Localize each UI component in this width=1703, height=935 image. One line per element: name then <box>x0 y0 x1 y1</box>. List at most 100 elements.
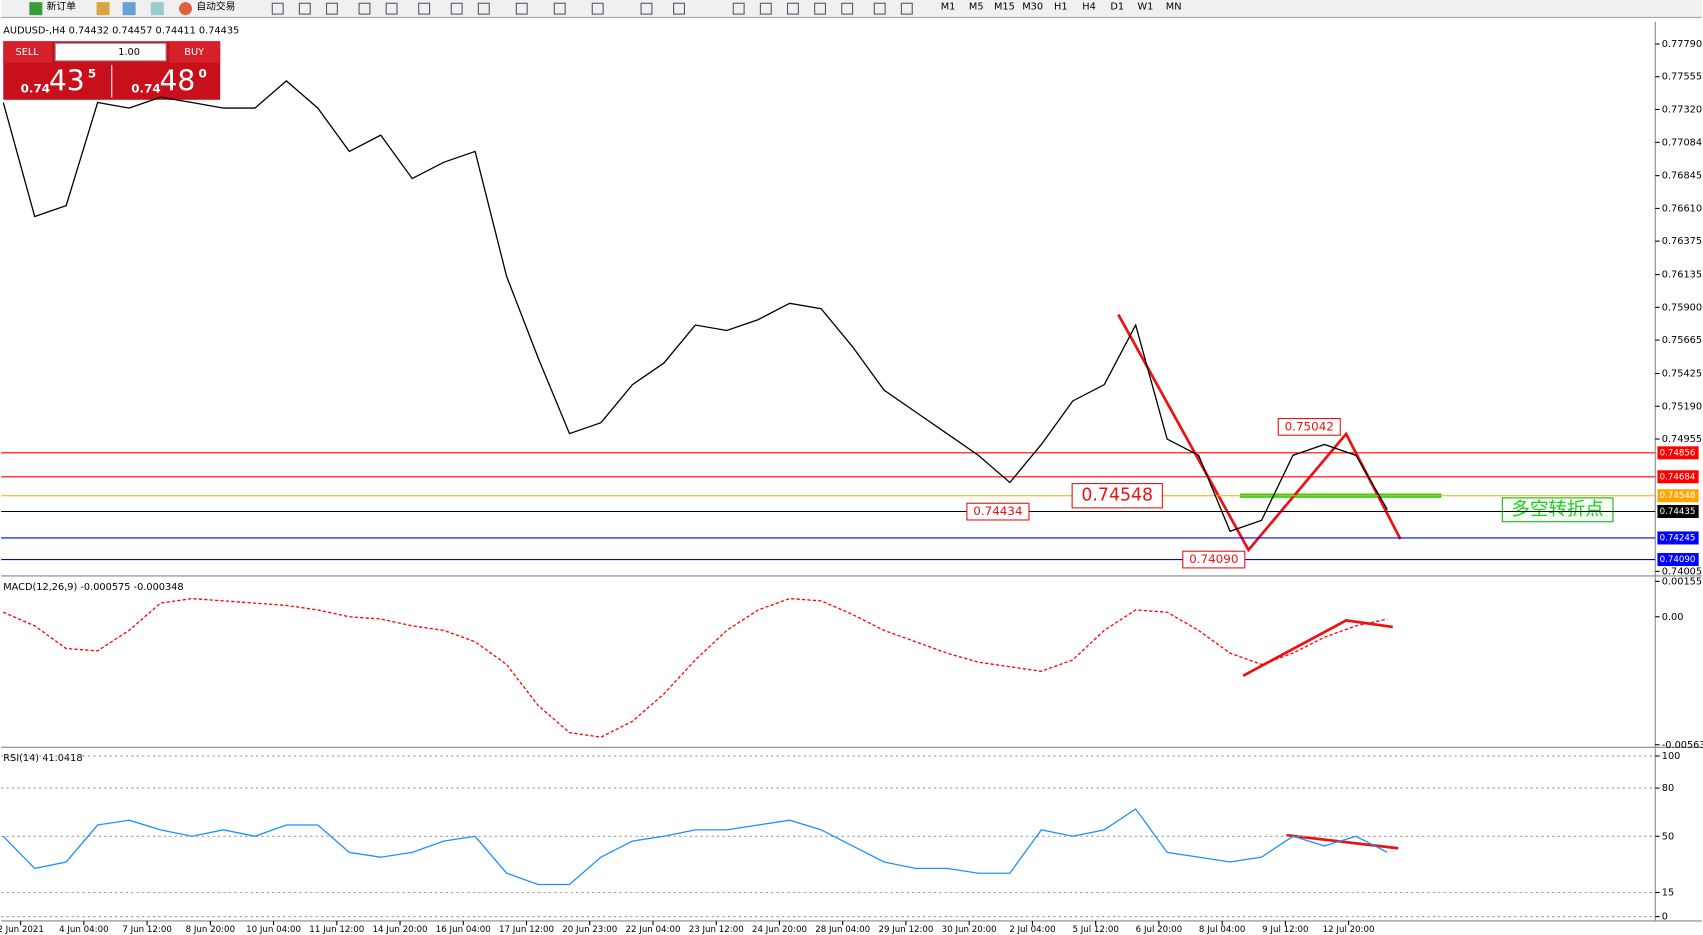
price-level-label: 0.74684 <box>1660 472 1696 482</box>
timeframe-button[interactable]: M15 <box>994 2 1015 13</box>
x-tick-label: 7 Jun 12:00 <box>122 925 171 935</box>
sell-button[interactable] <box>3 41 53 63</box>
tool-icon[interactable] <box>591 2 604 15</box>
x-tick-label: 11 Jun 12:00 <box>309 925 364 935</box>
timeframe-button[interactable]: D1 <box>1110 2 1124 13</box>
x-tick-label: 5 Jul 12:00 <box>1072 925 1118 935</box>
y-tick-label: 100 <box>1662 751 1681 762</box>
buy-price-point[interactable]: 0 <box>199 66 207 80</box>
annotation-label: 0.75042 <box>1285 419 1334 433</box>
y-tick-label: 0.76135 <box>1662 270 1702 281</box>
auto-trading[interactable]: 自动交易 <box>196 0 235 13</box>
price-level-box <box>1657 489 1699 503</box>
tool-icon[interactable] <box>873 2 886 15</box>
x-tick-label: 22 Jun 04:00 <box>626 925 681 935</box>
timeframe-button[interactable]: M30 <box>1022 2 1043 13</box>
x-tick-label: 17 Jun 12:00 <box>499 925 554 935</box>
lots-input[interactable] <box>54 42 167 62</box>
x-tick-label: 10 Jun 04:00 <box>246 925 301 935</box>
timeframe-button[interactable]: MN <box>1166 2 1182 13</box>
tool-icon[interactable] <box>553 2 566 15</box>
trade-panel: SELL 1.00 BUY 0.74 43 5 0.74 48 0 <box>3 41 221 100</box>
price-level-box <box>1657 470 1699 484</box>
lots-value[interactable]: 1.00 <box>118 47 140 58</box>
drawing-tools <box>271 2 913 15</box>
x-tick-label: 2 Jul 04:00 <box>1009 925 1055 935</box>
tool-icon[interactable] <box>673 2 686 15</box>
x-tick-label: 4 Jun 04:00 <box>59 925 108 935</box>
tool-icon[interactable] <box>759 2 772 15</box>
price-level-label: 0.74090 <box>1660 555 1696 565</box>
y-tick-label: 0.76610 <box>1662 203 1702 214</box>
y-tick-label: 0 <box>1662 912 1668 923</box>
sell-price-point[interactable]: 5 <box>88 66 96 80</box>
tool-icon[interactable] <box>477 2 490 15</box>
price-level-label: 0.74548 <box>1660 491 1696 501</box>
y-tick-label: 80 <box>1662 783 1674 794</box>
timeframe-button[interactable]: H4 <box>1082 2 1096 13</box>
x-tick-label: 8 Jul 04:00 <box>1199 925 1245 935</box>
tool-icon[interactable] <box>640 2 653 15</box>
price-level-label: 0.74856 <box>1660 448 1696 458</box>
y-tick-label: 0.77084 <box>1662 137 1702 148</box>
y-tick-label: 0.74005 <box>1662 566 1702 577</box>
price-level-box <box>1657 446 1699 460</box>
timeframe-button[interactable]: H1 <box>1054 2 1068 13</box>
new-order-icon[interactable] <box>29 2 43 16</box>
buy-price-prefix[interactable]: 0.74 <box>131 81 160 95</box>
buy-label[interactable]: BUY <box>184 47 204 58</box>
y-tick-label: -0.005634 <box>1662 740 1703 751</box>
sell-price-pips[interactable]: 43 <box>49 64 85 97</box>
note-box <box>1501 497 1614 523</box>
x-tick-label: 16 Jun 04:00 <box>436 925 491 935</box>
tool-icon[interactable] <box>450 2 463 15</box>
y-tick-label: 0.77555 <box>1662 72 1702 83</box>
buy-price-pips[interactable]: 48 <box>159 64 195 97</box>
y-tick-label: 0.00 <box>1662 612 1684 623</box>
y-tick-label: 15 <box>1662 888 1674 899</box>
tool-icon[interactable] <box>298 2 311 15</box>
toolbar-icon[interactable] <box>96 2 110 16</box>
tool-icon[interactable] <box>900 2 913 15</box>
tool-icon[interactable] <box>418 2 431 15</box>
y-tick-label: 0.74955 <box>1662 434 1702 445</box>
x-tick-label: 9 Jul 12:00 <box>1262 925 1308 935</box>
x-tick-label: 14 Jun 20:00 <box>373 925 428 935</box>
tool-icon[interactable] <box>814 2 827 15</box>
auto-trading-icon[interactable] <box>178 2 193 16</box>
x-tick-label: 20 Jun 23:00 <box>562 925 617 935</box>
indicator-title: MACD(12,26,9) -0.000575 -0.000348 <box>3 582 183 593</box>
tool-icon[interactable] <box>385 2 398 15</box>
y-tick-label: 0.77320 <box>1662 104 1702 115</box>
y-tick-label: 0.75190 <box>1662 401 1702 412</box>
tool-icon[interactable] <box>732 2 745 15</box>
toolbar <box>1 0 1702 18</box>
timeframe-button[interactable]: M1 <box>941 2 956 13</box>
timeframe-button[interactable]: W1 <box>1138 2 1154 13</box>
pivot-note: 多空转折点 <box>1512 499 1604 520</box>
y-tick-label: 0.75900 <box>1662 302 1702 313</box>
y-tick-label: 0.76375 <box>1662 236 1702 247</box>
series-line <box>3 597 1388 738</box>
tool-icon[interactable] <box>271 2 284 15</box>
sell-label[interactable]: SELL <box>16 47 40 58</box>
y-tick-label: 0.001559 <box>1662 576 1703 587</box>
price-level-box <box>1657 504 1699 518</box>
x-tick-label: 6 Jul 20:00 <box>1136 925 1182 935</box>
sell-price-prefix[interactable]: 0.74 <box>21 81 50 95</box>
tool-icon[interactable] <box>841 2 854 15</box>
timeframe-button[interactable]: M5 <box>969 2 984 13</box>
tool-icon[interactable] <box>786 2 799 15</box>
x-tick-label: 28 Jun 04:00 <box>815 925 870 935</box>
tool-icon[interactable] <box>515 2 528 15</box>
tool-icon[interactable] <box>358 2 371 15</box>
annotation-box <box>1277 418 1341 436</box>
new-order[interactable]: 新订单 <box>47 0 76 13</box>
series-line <box>2 808 1388 886</box>
toolbar-icon[interactable] <box>150 2 164 16</box>
buy-button[interactable] <box>169 41 221 63</box>
tool-icon[interactable] <box>325 2 338 15</box>
rsi-arrow <box>1286 833 1399 850</box>
toolbar-icon[interactable] <box>122 2 136 16</box>
